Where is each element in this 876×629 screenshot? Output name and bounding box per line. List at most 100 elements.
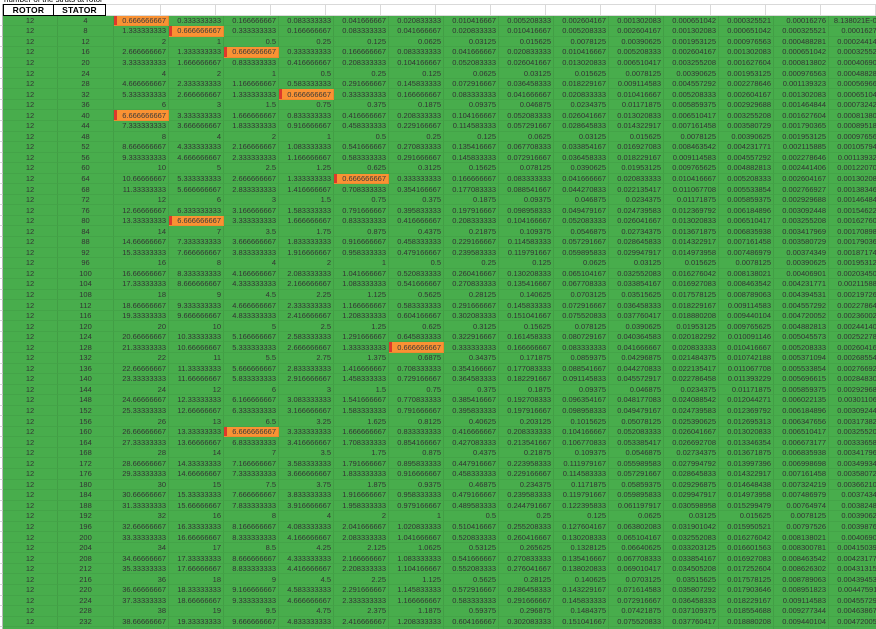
cell-value[interactable]: 0.052083333 <box>444 57 499 69</box>
cell-value[interactable]: 4.833333333 <box>279 616 334 628</box>
cell-stator[interactable]: 80 <box>58 215 114 227</box>
cell-value[interactable]: 0.004394531 <box>829 574 876 586</box>
cell-value[interactable]: 4.916666667 <box>279 627 334 629</box>
cell-value[interactable]: 2.833333333 <box>279 363 334 375</box>
row-header-sliver[interactable] <box>0 184 3 195</box>
cell-value[interactable]: 0.005533854 <box>774 363 829 375</box>
cell-value[interactable]: 0.009765625 <box>719 321 774 332</box>
cell-value[interactable]: 0.208333333 <box>499 426 554 438</box>
cell-value[interactable]: 6.666666667 <box>114 110 169 121</box>
cell-value[interactable]: 4.416666667 <box>279 563 334 575</box>
row-header-sliver[interactable] <box>0 131 3 143</box>
cell-value[interactable]: 26 <box>114 416 169 427</box>
cell-value[interactable]: 0.028645833 <box>609 236 664 248</box>
cell-value[interactable]: 0.208333333 <box>334 57 389 69</box>
cell-value[interactable]: 1.041666667 <box>389 532 444 543</box>
cell-value[interactable]: 0.666666667 <box>389 342 444 353</box>
cell-value[interactable]: 0.1875 <box>499 384 554 396</box>
row-header-sliver[interactable] <box>0 532 3 543</box>
row-header-sliver[interactable] <box>0 57 3 69</box>
cell-value[interactable]: 1.416666667 <box>279 184 334 195</box>
cell-value[interactable]: 0.572916667 <box>444 585 499 596</box>
cell-value[interactable]: 1.666666667 <box>169 57 224 69</box>
cell-value[interactable]: 24.66666667 <box>114 395 169 406</box>
cell-value[interactable]: 0.02734375 <box>609 226 664 237</box>
cell-value[interactable]: 0.208333333 <box>389 110 444 121</box>
cell-value[interactable]: 0.032552083 <box>609 268 664 280</box>
cell-value[interactable]: 0.001708984 <box>829 226 876 237</box>
cell-value[interactable]: 0.057291667 <box>499 120 554 132</box>
cell-value[interactable]: 0.012044271 <box>719 395 774 406</box>
cell-value[interactable]: 2.5 <box>224 163 279 174</box>
cell-value[interactable]: 0.006510417 <box>719 215 774 227</box>
cell-value[interactable]: 8.833333333 <box>224 563 279 575</box>
cell-value[interactable]: 0.916666667 <box>334 236 389 248</box>
cell-rotor[interactable]: 12 <box>3 384 58 396</box>
cell-value[interactable]: 0.151041667 <box>499 310 554 322</box>
cell-value[interactable]: 0.002604167 <box>719 89 774 100</box>
cell-value[interactable]: 12 <box>114 194 169 206</box>
cell-value[interactable]: 0.019205729 <box>719 627 774 629</box>
cell-value[interactable]: 0.114583333 <box>499 236 554 248</box>
cell-stator[interactable]: 20 <box>58 57 114 69</box>
cell-value[interactable]: 0.006510417 <box>609 57 664 69</box>
cell-value[interactable]: 9 <box>224 574 279 586</box>
cell-value[interactable]: 0.008463542 <box>664 142 719 153</box>
cell-value[interactable]: 0.416666667 <box>389 215 444 227</box>
cell-value[interactable]: 0.166666667 <box>279 26 334 37</box>
cell-value[interactable]: 18 <box>114 289 169 301</box>
cell-value[interactable]: 0.009114583 <box>609 78 664 90</box>
cell-rotor[interactable]: 12 <box>3 627 58 629</box>
cell-value[interactable]: 19.33333333 <box>114 310 169 322</box>
cell-value[interactable]: 0.00797526 <box>774 521 829 533</box>
cell-value[interactable]: 37.33333333 <box>114 595 169 607</box>
cell-value[interactable]: 0.192708333 <box>499 395 554 406</box>
cell-value[interactable]: 4.666666667 <box>224 300 279 311</box>
cell-value[interactable]: 1.666666667 <box>334 426 389 438</box>
cell-value[interactable]: 0.002278646 <box>829 300 876 311</box>
cell-value[interactable]: 0.333333333 <box>169 15 224 27</box>
row-header-sliver[interactable] <box>0 595 3 607</box>
cell-value[interactable]: 0.009440104 <box>774 616 829 628</box>
cell-value[interactable]: 0.03125 <box>444 36 499 48</box>
cell-value[interactable]: 0.106770833 <box>554 437 609 448</box>
cell-value[interactable]: 0.0625 <box>499 131 554 143</box>
cell-value[interactable]: 0.013671875 <box>664 226 719 237</box>
cell-value[interactable]: 0.1484375 <box>554 606 609 617</box>
cell-value[interactable]: 0.166666667 <box>334 47 389 58</box>
cell-value[interactable]: 9.5 <box>224 606 279 617</box>
cell-value[interactable]: 2.208333333 <box>334 563 389 575</box>
cell-value[interactable]: 0.004882813 <box>774 321 829 332</box>
cell-value[interactable]: 0.016276042 <box>719 532 774 543</box>
cell-value[interactable]: 0.395833333 <box>389 205 444 216</box>
cell-value[interactable]: 0.004150391 <box>829 542 876 554</box>
cell-rotor[interactable]: 12 <box>3 131 58 143</box>
cell-value[interactable]: 0.01953125 <box>664 321 719 332</box>
cell-value[interactable]: 1.5 <box>279 194 334 206</box>
cell-value[interactable]: 0.072916667 <box>499 152 554 164</box>
cell-value[interactable]: 0.0078125 <box>774 511 829 522</box>
cell-rotor[interactable]: 12 <box>3 110 58 121</box>
cell-value[interactable]: 0.012369792 <box>664 205 719 216</box>
cell-value[interactable]: 0.4375 <box>444 447 499 459</box>
cell-value[interactable]: 1.666666667 <box>224 110 279 121</box>
cell-stator[interactable]: 16 <box>58 47 114 58</box>
cell-stator[interactable]: 116 <box>58 310 114 322</box>
cell-value[interactable]: 0.791666667 <box>334 205 389 216</box>
cell-value[interactable]: 19 <box>169 606 224 617</box>
cell-value[interactable]: 0.875 <box>389 447 444 459</box>
cell-rotor[interactable]: 12 <box>3 163 58 174</box>
cell-value[interactable]: 0.002604167 <box>829 342 876 353</box>
cell-value[interactable]: 1.375 <box>334 353 389 364</box>
cell-value[interactable]: 4.666666667 <box>169 152 224 164</box>
cell-value[interactable]: 0.140625 <box>554 574 609 586</box>
cell-rotor[interactable]: 12 <box>3 363 58 375</box>
cell-value[interactable]: 0.057291667 <box>554 236 609 248</box>
cell-value[interactable]: 4.25 <box>279 542 334 554</box>
cell-value[interactable]: 0.041666667 <box>334 15 389 27</box>
cell-value[interactable]: 0.000406901 <box>829 57 876 69</box>
cell-stator[interactable]: 132 <box>58 353 114 364</box>
cell-value[interactable]: 2 <box>114 36 169 48</box>
cell-value[interactable]: 0.061197917 <box>609 500 664 512</box>
cell-value[interactable]: 0.00390625 <box>829 511 876 522</box>
